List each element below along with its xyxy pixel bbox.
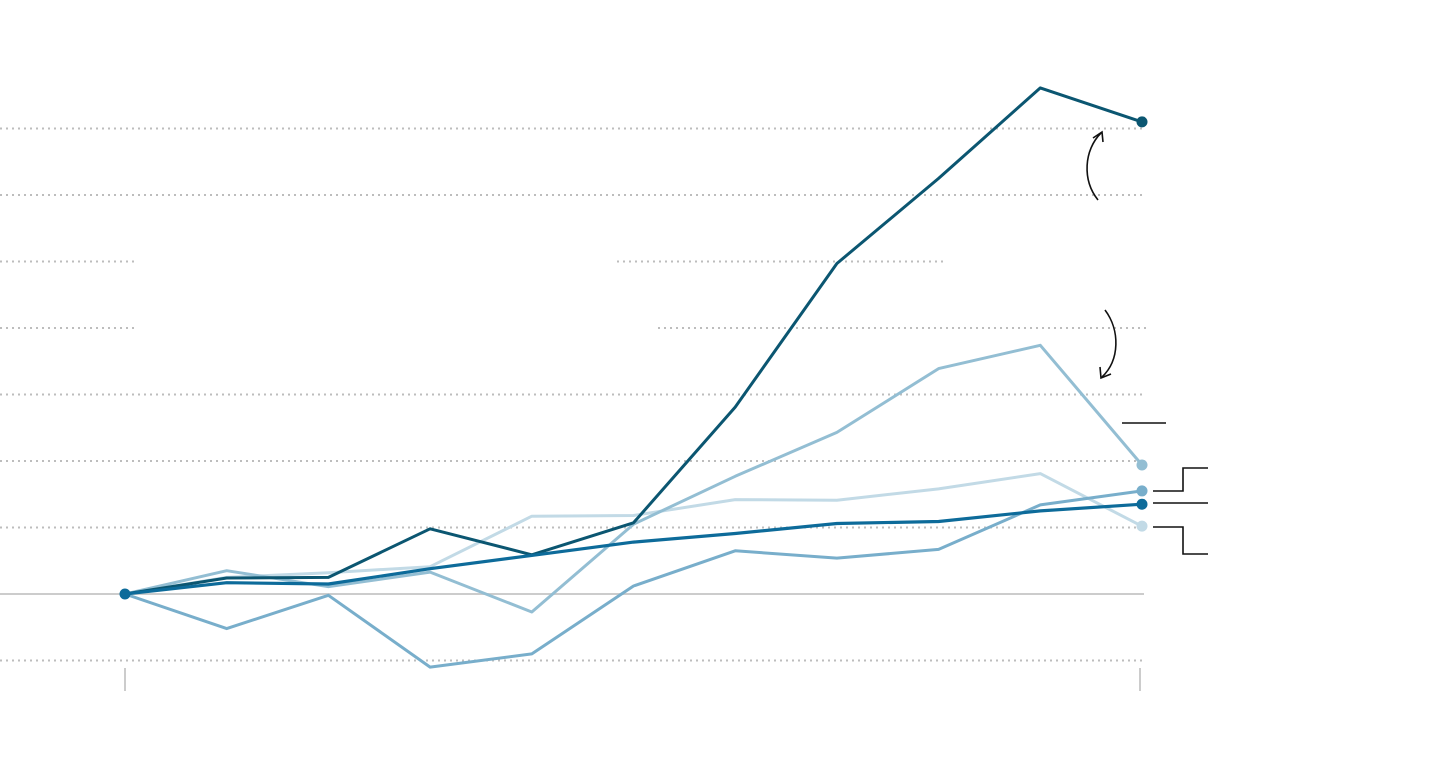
series-start-point	[119, 588, 131, 600]
series-line-1	[123, 86, 1144, 596]
annotation-arrow-down	[1101, 309, 1117, 378]
series-end-point-2	[1136, 459, 1148, 471]
series-end-point-1	[1136, 116, 1148, 128]
label-connector-4	[1153, 526, 1208, 555]
label-connector-2	[1153, 467, 1208, 492]
annotation-arrowhead-down	[1099, 366, 1112, 380]
annotation-arrowhead-up	[1092, 130, 1104, 143]
gridlines	[0, 127, 1146, 662]
series-end-point-3	[1136, 520, 1148, 532]
series-line-2	[123, 343, 1144, 614]
series-lines	[119, 86, 1148, 669]
series-line-3	[123, 472, 1144, 596]
series-end-point-5	[1136, 498, 1148, 510]
annotation-arrow-up	[1086, 132, 1102, 201]
annotations	[1086, 130, 1208, 555]
series-end-point-4	[1136, 485, 1148, 497]
series-line-4	[123, 489, 1144, 669]
series-line-5	[123, 502, 1144, 596]
x-axis	[124, 668, 1141, 691]
